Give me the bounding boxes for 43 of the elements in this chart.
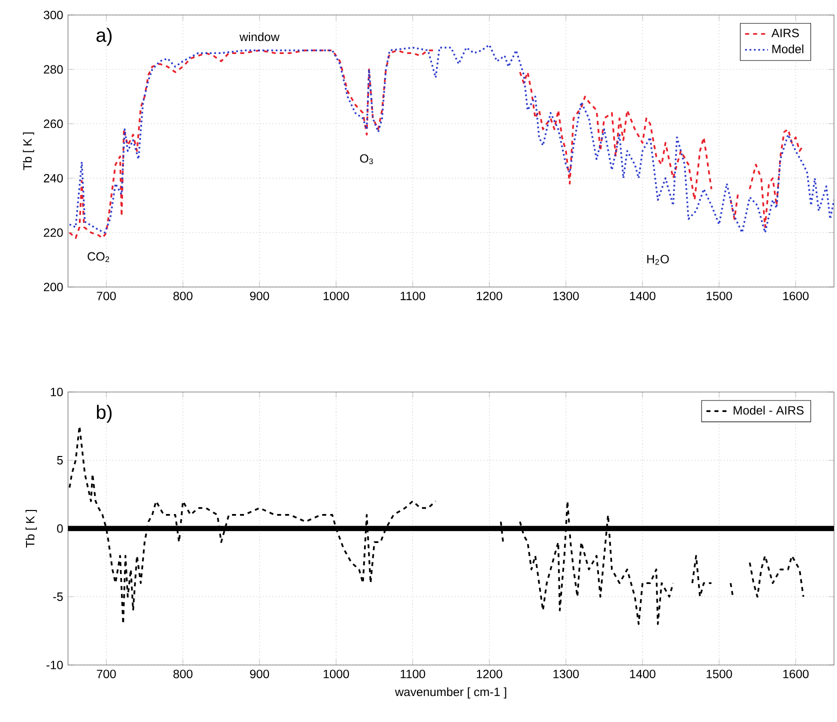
x-tick-label: 900 [250, 292, 270, 300]
y-axis-title: Tb [ K ] [26, 510, 37, 548]
x-tick-label: 1100 [400, 292, 426, 300]
y-axis-title: Tb [ K ] [22, 132, 34, 170]
x-tick-label: 800 [173, 292, 192, 300]
legend-label: AIRS [771, 28, 799, 38]
y-tick-label: 280 [44, 65, 63, 74]
x-tick-label: 700 [96, 670, 116, 678]
x-tick-label: 1100 [400, 670, 426, 678]
x-tick-label: 1600 [783, 670, 809, 678]
y-tick-label: -10 [46, 660, 63, 670]
x-tick-label: 1200 [476, 292, 502, 300]
annotation: window [239, 32, 280, 42]
x-axis-title: wavenumber [ cm-1 ] [394, 687, 506, 699]
x-tick-label: 700 [96, 292, 116, 300]
y-tick-label: -5 [53, 592, 63, 601]
x-tick-label: 1400 [630, 292, 656, 300]
x-tick-label: 1000 [324, 670, 349, 678]
x-tick-label: 1600 [783, 292, 809, 300]
annotation: H$_{2}$O [647, 254, 669, 265]
y-tick-label: 220 [44, 228, 63, 237]
y-tick-label: 240 [44, 174, 63, 182]
x-tick-label: 1500 [706, 670, 732, 678]
annotation: O$_{3}$ [360, 154, 373, 164]
x-tick-label: 900 [250, 670, 270, 678]
x-tick-label: 1300 [553, 670, 579, 678]
y-tick-label: 10 [50, 388, 63, 396]
x-tick-label: 1000 [324, 292, 349, 300]
y-tick-label: 5 [57, 456, 63, 464]
legend-label: Model - AIRS [734, 406, 804, 415]
x-tick-label: 1300 [553, 292, 579, 300]
annotation: a) [96, 28, 112, 46]
x-tick-label: 1200 [476, 670, 502, 678]
y-tick-label: 260 [44, 120, 63, 128]
annotation: b) [96, 404, 112, 423]
y-tick-label: 300 [44, 10, 63, 20]
annotation: CO$_{2}$ [88, 252, 110, 262]
y-tick-label: 0 [57, 524, 63, 533]
x-tick-label: 1400 [630, 670, 656, 678]
x-tick-label: 800 [173, 670, 192, 678]
x-tick-label: 1500 [706, 292, 732, 300]
y-tick-label: 200 [44, 282, 63, 292]
legend-label: Model [772, 44, 804, 54]
